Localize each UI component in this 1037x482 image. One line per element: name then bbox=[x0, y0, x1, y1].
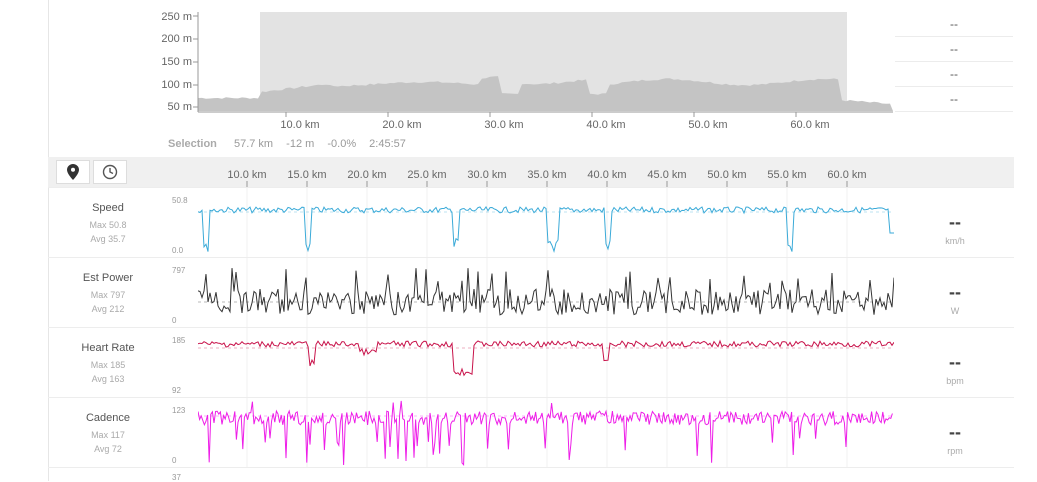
selection-distance: 57.7 km bbox=[233, 138, 274, 150]
metric-y-bottom: 92 bbox=[172, 386, 181, 395]
selection-duration: 2:45:57 bbox=[369, 138, 406, 150]
distance-axis-label: 15.0 km bbox=[287, 169, 327, 181]
metric-avg: Avg 35.7 bbox=[90, 234, 126, 244]
metric-trace bbox=[198, 268, 894, 316]
selection-label: Selection bbox=[168, 138, 217, 150]
elev-x-label: 20.0 km bbox=[382, 119, 422, 131]
metric-row-est-power[interactable]: Est Power Max 797 Avg 212 797 0 -- W bbox=[48, 257, 1014, 328]
stat-value: -- bbox=[895, 12, 1013, 37]
elev-x-label: 60.0 km bbox=[790, 119, 830, 131]
metric-y-top: 37 bbox=[172, 473, 181, 482]
metric-row-cadence[interactable]: Cadence Max 117 Avg 72 123 0 -- rpm bbox=[48, 397, 1014, 468]
metric-plot bbox=[198, 328, 894, 398]
metric-avg: Avg 163 bbox=[91, 374, 125, 384]
metric-plot bbox=[198, 188, 894, 258]
elev-y-label: 50 m bbox=[167, 101, 192, 113]
distance-axis-label: 60.0 km bbox=[827, 169, 867, 181]
elev-y-label: 200 m bbox=[161, 33, 192, 45]
metric-row-speed[interactable]: Speed Max 50.8 Avg 35.7 50.8 0.0 -- km/h bbox=[48, 187, 1014, 258]
metric-y-bottom: 0.0 bbox=[172, 246, 184, 255]
stat-value: -- bbox=[895, 62, 1013, 87]
metric-max: Max 50.8 bbox=[89, 220, 127, 230]
selection-summary: Selection 57.7 km -12 m -0.0% 2:45:57 bbox=[168, 138, 416, 150]
clock-icon bbox=[102, 164, 118, 180]
elev-x-label: 40.0 km bbox=[586, 119, 626, 131]
distance-axis-ticks bbox=[246, 181, 848, 187]
metric-unit: rpm bbox=[947, 446, 963, 456]
metric-y-top: 185 bbox=[172, 336, 186, 345]
elev-y-label: 150 m bbox=[161, 56, 192, 68]
metric-name: Heart Rate bbox=[81, 342, 135, 354]
time-mode-button[interactable] bbox=[93, 160, 127, 184]
metric-avg: Avg 72 bbox=[94, 444, 122, 454]
metric-max: Max 797 bbox=[90, 290, 126, 300]
distance-axis-label: 50.0 km bbox=[707, 169, 747, 181]
metric-y-bottom: 0 bbox=[172, 456, 177, 465]
metric-name: Cadence bbox=[85, 412, 131, 424]
metric-y-top: 797 bbox=[172, 266, 186, 275]
metric-y-top: 50.8 bbox=[172, 196, 188, 205]
metric-name: Speed bbox=[92, 202, 124, 214]
elev-x-label: 50.0 km bbox=[688, 119, 728, 131]
elev-x-label: 10.0 km bbox=[280, 119, 320, 131]
distance-axis-label: 40.0 km bbox=[587, 169, 627, 181]
selection-grade: -0.0% bbox=[327, 138, 357, 150]
distance-axis-label: 10.0 km bbox=[227, 169, 267, 181]
chart-toolbar bbox=[48, 157, 1014, 187]
metric-y-top: 123 bbox=[172, 406, 186, 415]
selection-elevation-change: -12 m bbox=[286, 138, 315, 150]
metric-current-value: -- bbox=[949, 422, 961, 442]
metric-name: Est Power bbox=[82, 272, 134, 284]
distance-axis-label: 55.0 km bbox=[767, 169, 807, 181]
elevation-area bbox=[198, 76, 893, 111]
metric-plot bbox=[198, 398, 894, 468]
metric-unit: bpm bbox=[946, 376, 964, 386]
metric-avg: Avg 212 bbox=[91, 304, 125, 314]
metric-trace bbox=[198, 206, 894, 253]
distance-axis-label: 20.0 km bbox=[347, 169, 387, 181]
distance-axis-label: 25.0 km bbox=[407, 169, 447, 181]
elev-x-label: 30.0 km bbox=[484, 119, 524, 131]
stat-value: -- bbox=[895, 37, 1013, 62]
metric-row-partial: 37 bbox=[48, 467, 1014, 482]
metric-row-heart-rate[interactable]: Heart Rate Max 185 Avg 163 185 92 -- bpm bbox=[48, 327, 1014, 398]
metric-y-bottom: 0 bbox=[172, 316, 177, 325]
distance-mode-button[interactable] bbox=[56, 160, 90, 184]
distance-axis-label: 30.0 km bbox=[467, 169, 507, 181]
left-border bbox=[48, 0, 49, 481]
elev-y-label: 100 m bbox=[161, 79, 192, 91]
metric-max: Max 117 bbox=[91, 430, 125, 440]
metric-current-value: -- bbox=[949, 282, 961, 302]
distance-axis-label: 35.0 km bbox=[527, 169, 567, 181]
metric-trace bbox=[198, 339, 894, 377]
metric-current-value: -- bbox=[949, 212, 961, 232]
metric-current-value: -- bbox=[949, 352, 961, 372]
stat-value: -- bbox=[895, 87, 1013, 112]
metric-trace bbox=[198, 400, 893, 466]
elevation-profile-svg bbox=[193, 12, 893, 117]
elevation-chart[interactable]: 250 m 200 m 150 m 100 m 50 m 10.0 km 20.… bbox=[0, 0, 900, 135]
map-pin-icon bbox=[67, 164, 79, 180]
metric-plot bbox=[198, 258, 894, 328]
metric-unit: W bbox=[950, 306, 960, 316]
metric-unit: km/h bbox=[945, 236, 965, 246]
metric-max: Max 185 bbox=[90, 360, 126, 370]
distance-axis-label: 45.0 km bbox=[647, 169, 687, 181]
elev-y-label: 250 m bbox=[161, 11, 192, 23]
